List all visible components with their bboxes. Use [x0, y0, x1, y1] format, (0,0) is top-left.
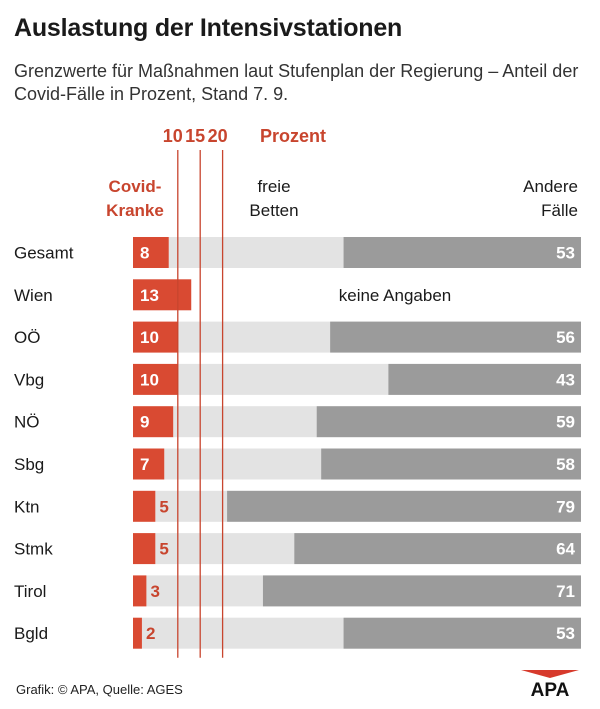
- category-label-stmk: Stmk: [14, 540, 53, 559]
- bar-other-bgld: [343, 617, 581, 649]
- value-covid-ooe: 10: [140, 328, 159, 347]
- value-covid-sbg: 7: [140, 455, 149, 474]
- bar-other-noe: [316, 406, 581, 438]
- value-covid-bgld: 2: [146, 624, 155, 643]
- legend-covid-line2: Kranke: [106, 201, 164, 220]
- bar-free-sbg: [164, 448, 322, 480]
- value-covid-noe: 9: [140, 413, 149, 432]
- apa-logo-text: APA: [531, 680, 570, 698]
- apa-logo: APA: [521, 670, 579, 698]
- value-other-vbg: 43: [556, 370, 575, 389]
- category-label-vbg: Vbg: [14, 370, 44, 389]
- value-other-bgld: 53: [556, 624, 575, 643]
- value-covid-gesamt: 8: [140, 244, 149, 263]
- bar-covid-bgld: [133, 617, 142, 649]
- bar-other-ooe: [330, 321, 581, 353]
- bar-other-ktn: [227, 490, 581, 522]
- category-label-noe: NÖ: [14, 413, 40, 432]
- threshold-tick-10: 10: [163, 126, 183, 146]
- bar-free-bgld: [141, 617, 344, 649]
- bar-covid-sbg: [133, 448, 165, 480]
- source-credit: Grafik: © APA, Quelle: AGES: [16, 682, 183, 697]
- legend-other-line1: Andere: [523, 177, 578, 196]
- category-label-wien: Wien: [14, 286, 53, 305]
- bar-covid-stmk: [133, 533, 156, 565]
- chart-subtitle: Grenzwerte für Maßnahmen laut Stufenplan…: [14, 61, 579, 104]
- value-other-gesamt: 53: [556, 244, 575, 263]
- value-other-ooe: 56: [556, 328, 575, 347]
- category-label-tirol: Tirol: [14, 582, 46, 601]
- bar-other-gesamt: [343, 237, 581, 268]
- no-data-label-wien: keine Angaben: [339, 286, 452, 305]
- bar-covid-vbg: [133, 363, 178, 395]
- value-other-sbg: 58: [556, 455, 575, 474]
- value-other-noe: 59: [556, 413, 575, 432]
- category-label-ooe: OÖ: [14, 328, 40, 347]
- chart-title: Auslastung der Intensivstationen: [14, 14, 403, 42]
- bar-covid-ktn: [133, 490, 156, 522]
- legend-free-line2: Betten: [249, 201, 298, 220]
- bar-free-vbg: [177, 363, 389, 395]
- threshold-unit-label: Prozent: [260, 126, 326, 146]
- bar-covid-ooe: [133, 321, 178, 353]
- threshold-tick-15: 15: [185, 126, 205, 146]
- value-covid-wien: 13: [140, 286, 159, 305]
- bar-free-ooe: [177, 321, 331, 353]
- category-label-sbg: Sbg: [14, 455, 44, 474]
- bar-covid-tirol: [133, 575, 147, 607]
- bar-free-ktn: [155, 490, 228, 522]
- value-covid-vbg: 10: [140, 370, 159, 389]
- category-label-bgld: Bgld: [14, 624, 48, 643]
- value-covid-stmk: 5: [159, 540, 168, 559]
- value-other-stmk: 64: [556, 540, 575, 559]
- bar-covid-gesamt: [133, 237, 169, 268]
- bar-other-stmk: [294, 533, 581, 565]
- legend-free-line1: freie: [257, 177, 290, 196]
- value-covid-tirol: 3: [150, 582, 159, 601]
- category-label-gesamt: Gesamt: [14, 244, 74, 263]
- legend-covid-line1: Covid-: [109, 177, 162, 196]
- value-other-tirol: 71: [556, 582, 575, 601]
- bar-free-tirol: [146, 575, 263, 607]
- value-covid-ktn: 5: [159, 497, 168, 516]
- threshold-tick-20: 20: [208, 126, 228, 146]
- legend-other-line2: Fälle: [541, 201, 578, 220]
- bar-covid-wien: [133, 279, 192, 311]
- apa-logo-triangle: [521, 670, 579, 678]
- bar-other-vbg: [388, 363, 581, 395]
- bar-free-gesamt: [168, 237, 344, 268]
- category-label-ktn: Ktn: [14, 497, 40, 516]
- bar-free-stmk: [155, 533, 295, 565]
- bar-free-noe: [173, 406, 317, 438]
- bar-covid-noe: [133, 406, 174, 438]
- value-other-ktn: 79: [556, 497, 575, 516]
- bar-other-tirol: [262, 575, 581, 607]
- bar-other-sbg: [321, 448, 581, 480]
